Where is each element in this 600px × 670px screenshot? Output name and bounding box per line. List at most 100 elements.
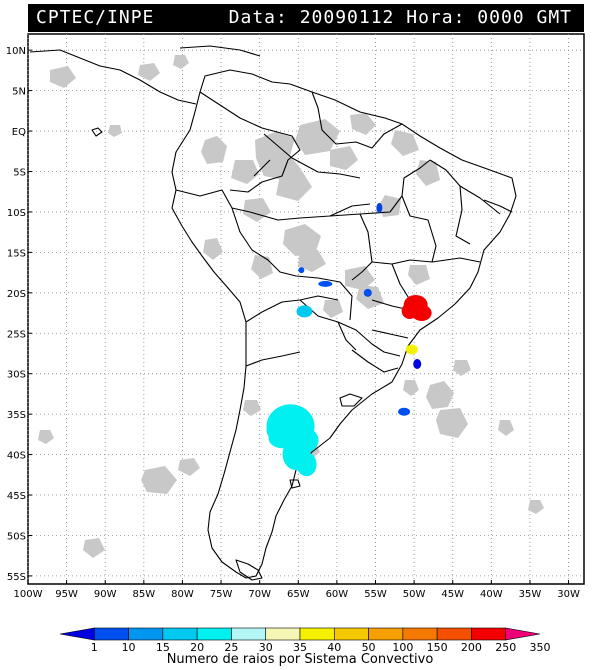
cloud-patch bbox=[203, 238, 223, 260]
cloud-patch bbox=[295, 119, 340, 155]
system-paraguay-border-blue bbox=[363, 288, 372, 297]
system-blob bbox=[296, 452, 317, 477]
cloud-patch bbox=[345, 266, 375, 290]
system-blob bbox=[401, 302, 418, 319]
south-america-coastline bbox=[171, 69, 517, 579]
colorbar-swatch bbox=[471, 627, 507, 641]
cloud-patch bbox=[50, 66, 76, 88]
system-blob bbox=[298, 267, 305, 274]
state-border bbox=[401, 195, 437, 263]
system-central-brazil-small-blue bbox=[376, 202, 383, 213]
cloud-patch bbox=[108, 125, 122, 137]
island-outline bbox=[289, 479, 301, 489]
lon-tick-label: 65W bbox=[287, 589, 310, 600]
island-outline bbox=[339, 393, 363, 407]
cloud-patch bbox=[298, 250, 326, 272]
source-label: CPTEC/INPE bbox=[36, 7, 155, 28]
lat-tick-label: 55S bbox=[7, 572, 26, 583]
cloud-patch bbox=[379, 195, 401, 217]
lon-tick-label: 55W bbox=[364, 589, 387, 600]
axis-ticks: 100W 95W 90W 85W 80W 75W 70W 65W 60W 55W 50W 45W 40W… bbox=[6, 46, 580, 600]
map-header: CPTEC/INPE Data: 20090112 Hora: 0000 GMT bbox=[28, 4, 584, 32]
lon-tick-label: 95W bbox=[55, 589, 78, 600]
cloud-patch bbox=[255, 132, 302, 180]
country-border bbox=[245, 295, 339, 323]
system-atlantic-blue bbox=[398, 407, 411, 416]
cloud-patch bbox=[350, 113, 376, 135]
lat-tick-label: 25S bbox=[7, 329, 26, 340]
cloud-patch bbox=[276, 171, 312, 201]
cloud-patch bbox=[251, 255, 273, 279]
colorbar-swatch bbox=[368, 627, 404, 641]
date-value: 20090112 bbox=[299, 7, 395, 28]
system-bolivia-blue bbox=[298, 267, 305, 274]
colorbar-swatch bbox=[505, 627, 541, 641]
state-border bbox=[371, 257, 481, 265]
system-santa-catarina-yellow bbox=[405, 344, 418, 355]
lon-tick-label: 70W bbox=[248, 589, 271, 600]
lat-tick-label: EQ bbox=[12, 127, 26, 138]
lat-tick-label: 10S bbox=[7, 208, 26, 219]
cloud-patch bbox=[498, 420, 514, 436]
timezone-label: GMT bbox=[536, 7, 572, 28]
cloud-patch bbox=[83, 538, 105, 558]
cloud-patch bbox=[243, 400, 261, 416]
colorbar-swatch bbox=[196, 627, 232, 641]
cloud-patch bbox=[330, 146, 358, 170]
cloud-patch bbox=[38, 430, 54, 444]
country-border bbox=[311, 91, 403, 149]
lon-tick-label: 30W bbox=[557, 589, 580, 600]
colorbar-value-label: 50 bbox=[362, 641, 376, 654]
lat-tick-label: 35S bbox=[7, 410, 26, 421]
cloud-cover bbox=[38, 55, 544, 558]
state-border bbox=[483, 199, 513, 213]
legend-title: Numero de raios por Sistema Convectivo bbox=[166, 652, 434, 667]
system-blob bbox=[272, 406, 301, 427]
system-blob bbox=[405, 344, 418, 355]
country-border bbox=[199, 91, 301, 193]
colorbar-value-label: 200 bbox=[461, 641, 482, 654]
colorbar-swatch bbox=[299, 627, 335, 641]
cloud-patch bbox=[356, 285, 384, 309]
country-border bbox=[231, 207, 353, 321]
colorbar-value-label: 20 bbox=[190, 641, 204, 654]
cloud-patch bbox=[141, 466, 177, 494]
colorbar-swatch bbox=[333, 627, 369, 641]
colorbar-value-label: 350 bbox=[530, 641, 551, 654]
colorbar-swatch bbox=[128, 627, 164, 641]
system-mato-grosso-blue bbox=[318, 280, 333, 287]
lon-tick-label: 80W bbox=[171, 589, 194, 600]
colorbar-value-label: 100 bbox=[392, 641, 413, 654]
lat-tick-label: 40S bbox=[7, 451, 26, 462]
state-border bbox=[263, 133, 361, 179]
colorbar-swatch bbox=[436, 627, 472, 641]
legend-colorbar: 1 10 15 20 25 30 35 40 50 100 150 200 250 350 bbox=[59, 627, 551, 654]
date-label: Data: bbox=[228, 7, 288, 28]
lat-tick-label: 10N bbox=[6, 46, 26, 57]
system-blob bbox=[376, 202, 383, 213]
lon-tick-label: 90W bbox=[94, 589, 117, 600]
country-border bbox=[245, 351, 301, 367]
lon-tick-label: 45W bbox=[441, 589, 464, 600]
system-salta-cyan bbox=[296, 305, 313, 318]
cloud-patch bbox=[173, 55, 189, 69]
cloud-patch bbox=[323, 300, 343, 318]
colorbar-value-label: 250 bbox=[495, 641, 516, 654]
system-pampa-cyan bbox=[266, 404, 319, 477]
state-border bbox=[455, 185, 471, 245]
cloud-patch bbox=[201, 136, 227, 164]
lon-tick-label: 60W bbox=[326, 589, 349, 600]
colorbar-swatch bbox=[162, 627, 198, 641]
lat-tick-label: 15S bbox=[7, 248, 26, 259]
colorbar-value-label: 10 bbox=[122, 641, 136, 654]
colorbar-value-label: 1 bbox=[91, 641, 98, 654]
island-outline bbox=[91, 127, 103, 137]
system-blob bbox=[398, 407, 411, 416]
system-blob bbox=[318, 280, 333, 287]
lat-tick-label: 5S bbox=[13, 168, 26, 179]
system-blob bbox=[296, 305, 313, 318]
state-border bbox=[371, 329, 409, 339]
cloud-patch bbox=[403, 380, 419, 396]
colorbar-value-label: 40 bbox=[327, 641, 341, 654]
lat-tick-label: 50S bbox=[7, 531, 26, 542]
